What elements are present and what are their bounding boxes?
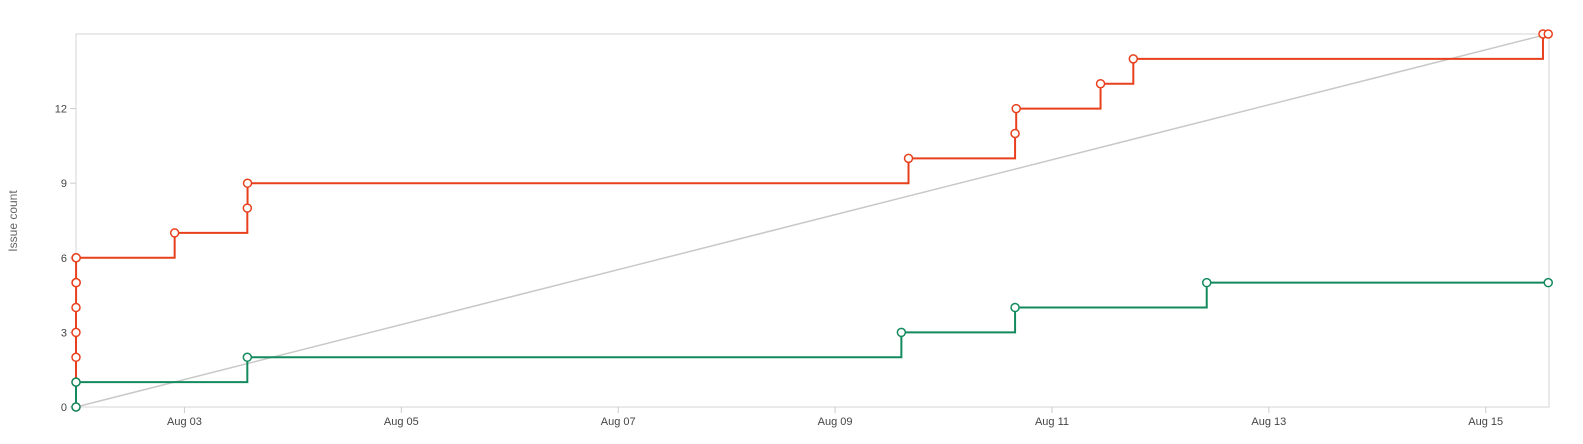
- data-point-marker[interactable]: [896, 327, 907, 338]
- data-point-marker[interactable]: [1128, 54, 1139, 64]
- data-point-marker[interactable]: [71, 352, 81, 363]
- data-point-marker[interactable]: [1011, 103, 1021, 114]
- x-tick-label: Aug 13: [1251, 416, 1286, 428]
- data-point-marker[interactable]: [71, 277, 81, 288]
- data-point-marker[interactable]: [242, 203, 253, 213]
- x-tick-label: Aug 05: [384, 416, 419, 428]
- data-point-marker[interactable]: [1543, 277, 1553, 288]
- data-point-marker[interactable]: [242, 178, 253, 188]
- series-layer: [71, 29, 1553, 412]
- data-point-marker[interactable]: [71, 302, 81, 313]
- y-axis-title-text: Issue count: [6, 190, 20, 252]
- data-point-marker[interactable]: [1543, 29, 1553, 39]
- data-point-marker[interactable]: [71, 402, 81, 412]
- data-point-marker[interactable]: [903, 153, 914, 164]
- y-tick-label: 0: [61, 402, 67, 414]
- data-point-marker[interactable]: [1010, 302, 1020, 313]
- data-point-marker[interactable]: [71, 327, 81, 338]
- data-point-marker[interactable]: [1201, 277, 1212, 288]
- data-point-marker[interactable]: [71, 253, 81, 263]
- data-point-marker[interactable]: [1010, 128, 1020, 139]
- series-1: [71, 277, 1553, 412]
- y-tick-label: 12: [55, 104, 67, 116]
- x-axis-ticks: Aug 03 Aug 05 Aug 07 Aug 09 Aug 11 Aug 13 Aug …: [167, 407, 1503, 428]
- data-point-marker[interactable]: [169, 228, 180, 238]
- data-point-marker[interactable]: [242, 352, 253, 363]
- y-axis-title: Issue count: [6, 190, 20, 252]
- y-tick-label: 3: [61, 327, 67, 339]
- ideal-trend-series: [75, 33, 1549, 408]
- x-tick-label: Aug 11: [1035, 416, 1069, 428]
- data-point-marker[interactable]: [1095, 78, 1106, 89]
- x-tick-label: Aug 15: [1468, 416, 1503, 428]
- y-axis-ticks: 0 3 6 9 12: [55, 104, 76, 414]
- ideal-trend-line: [75, 33, 1549, 408]
- x-tick-label: Aug 07: [601, 416, 636, 428]
- y-tick-label: 9: [61, 178, 67, 190]
- data-point-marker[interactable]: [71, 377, 81, 387]
- plot-area-frame: [75, 33, 1550, 408]
- series-step-line: [75, 281, 1549, 407]
- x-tick-label: Aug 03: [167, 416, 202, 428]
- y-tick-label: 6: [61, 253, 67, 265]
- x-tick-label: Aug 09: [818, 416, 853, 428]
